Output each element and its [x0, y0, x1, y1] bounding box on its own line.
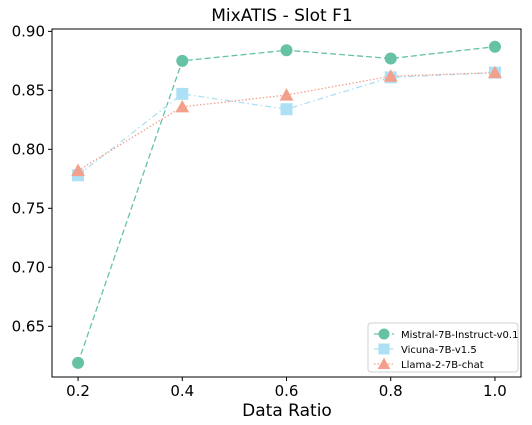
series-2	[71, 65, 502, 177]
series-0	[72, 40, 501, 369]
data-point	[383, 69, 398, 82]
legend-entry: Vicuna-7B-v1.5	[374, 343, 477, 356]
data-point	[279, 88, 294, 101]
series-line	[77, 71, 495, 176]
x-tick-label: 0.6	[275, 382, 299, 400]
legend-marker	[377, 357, 391, 370]
legend-entry: Mistral-7B-Instruct-v0.1	[374, 328, 518, 341]
chart-title: MixATIS - Slot F1	[211, 6, 352, 26]
y-tick-label: 0.80	[12, 140, 45, 158]
y-tick-label: 0.75	[12, 199, 45, 217]
x-tick-label: 0.4	[170, 382, 194, 400]
series-layer	[71, 40, 502, 369]
series-line	[77, 71, 495, 172]
legend-marker	[378, 328, 390, 340]
y-tick-label: 0.65	[12, 317, 45, 335]
legend-marker	[378, 343, 390, 355]
data-point	[488, 65, 502, 79]
data-point	[175, 99, 190, 113]
data-point	[384, 52, 397, 65]
x-tick-label: 0.8	[379, 382, 403, 400]
x-tick-label: 1.0	[483, 382, 507, 400]
data-point	[72, 356, 85, 369]
data-point	[176, 87, 189, 100]
legend-label: Vicuna-7B-v1.5	[401, 345, 477, 356]
x-tick-label: 0.2	[66, 382, 90, 400]
legend: Mistral-7B-Instruct-v0.1 Vicuna-7B-v1.5 Ll…	[367, 322, 519, 373]
data-point	[176, 54, 189, 67]
legend-frame	[367, 322, 519, 373]
data-point	[71, 163, 85, 177]
y-tick-label: 0.70	[12, 258, 45, 276]
data-point	[280, 103, 293, 116]
x-axis: 0.2 0.4 0.6 0.8 1.0	[66, 377, 507, 400]
data-point	[280, 44, 293, 57]
y-tick-label: 0.85	[12, 81, 45, 99]
y-axis: 0.65 0.70 0.75 0.80 0.85 0.90	[12, 22, 52, 335]
series-1	[72, 66, 501, 182]
data-point	[488, 40, 501, 53]
legend-entry: Llama-2-7B-chat	[374, 357, 484, 371]
legend-label: Mistral-7B-Instruct-v0.1	[401, 330, 518, 341]
x-axis-label: Data Ratio	[242, 401, 332, 421]
legend-label: Llama-2-7B-chat	[401, 360, 484, 371]
y-tick-label: 0.90	[12, 22, 45, 40]
